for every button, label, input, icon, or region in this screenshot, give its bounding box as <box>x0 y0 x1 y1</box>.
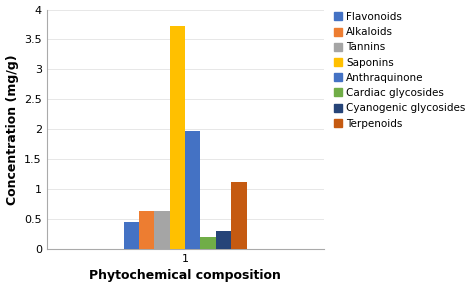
Bar <box>139 211 155 249</box>
Bar <box>216 231 231 249</box>
Bar <box>170 26 185 249</box>
Bar <box>201 237 216 249</box>
Bar <box>124 222 139 249</box>
Legend: Flavonoids, Alkaloids, Tannins, Saponins, Anthraquinone, Cardiac glycosides, Cya: Flavonoids, Alkaloids, Tannins, Saponins… <box>331 10 467 130</box>
X-axis label: Phytochemical composition: Phytochemical composition <box>89 270 281 283</box>
Bar <box>231 182 246 249</box>
Bar <box>185 131 201 249</box>
Bar <box>155 211 170 249</box>
Y-axis label: Concentration (mg/g): Concentration (mg/g) <box>6 54 18 204</box>
